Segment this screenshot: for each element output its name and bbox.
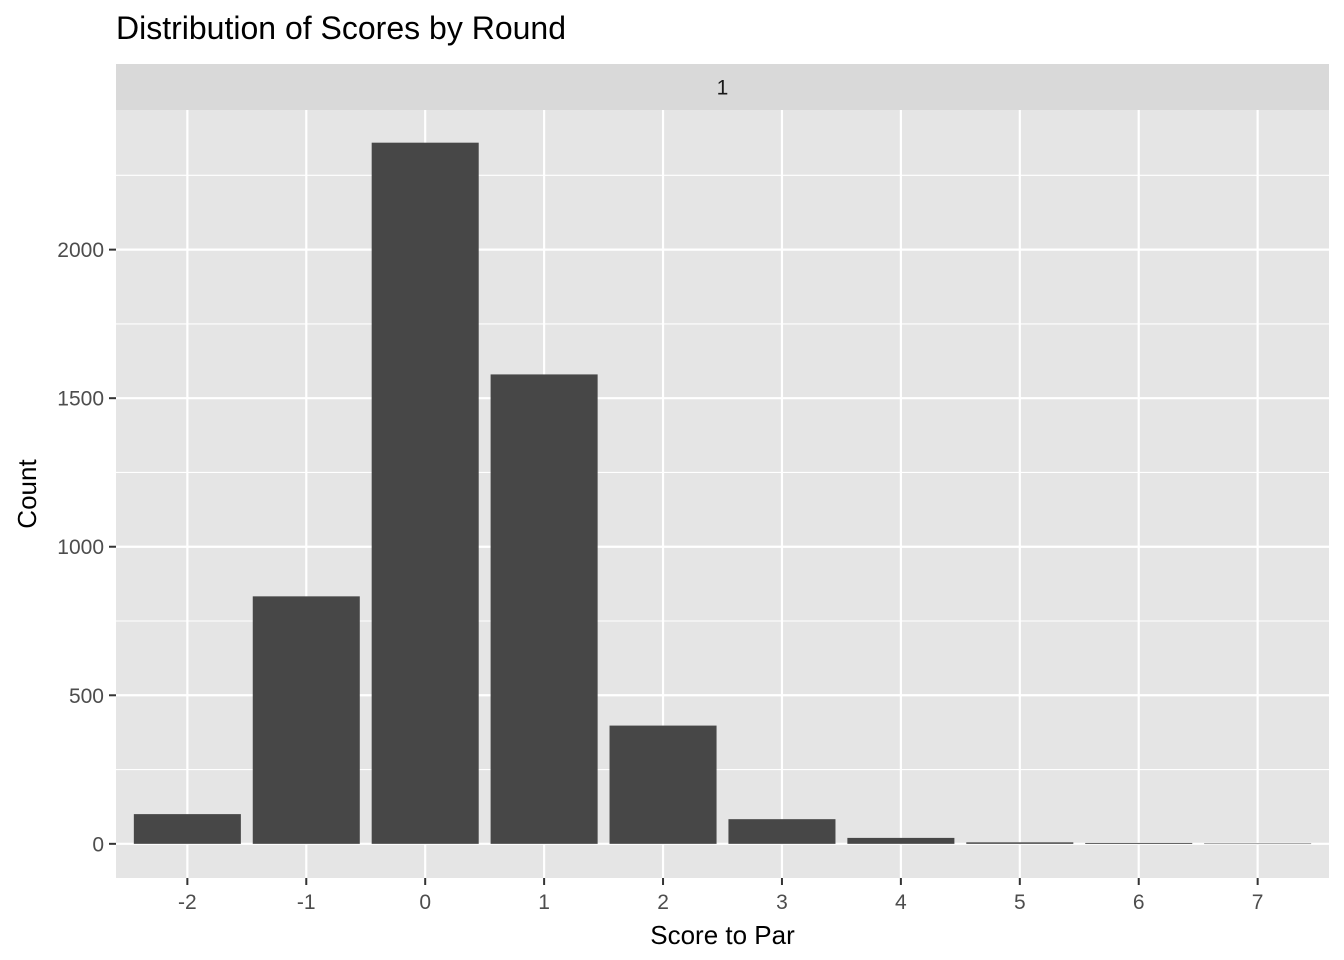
y-tick-label: 1500 (57, 388, 104, 411)
x-tick-label: 6 (1133, 891, 1145, 914)
x-tick-label: -2 (178, 891, 197, 914)
bar (133, 814, 241, 844)
x-axis-title: Score to Par (650, 920, 795, 950)
x-tick-label: 5 (1014, 891, 1026, 914)
x-axis: -2 -1 0 1 2 3 4 5 6 7 (178, 878, 1263, 914)
bar (252, 596, 360, 844)
x-tick-label: 1 (538, 891, 550, 914)
bars (133, 142, 1312, 845)
bar (490, 374, 598, 844)
y-axis-title: Count (12, 459, 42, 529)
y-axis: 0 500 1000 1500 2000 (57, 239, 116, 856)
x-tick-label: 7 (1252, 891, 1264, 914)
major-gridlines (116, 110, 1329, 878)
bar (1085, 842, 1193, 844)
y-tick-label: 1000 (57, 536, 104, 559)
y-tick-label: 2000 (57, 239, 104, 262)
y-tick-label: 500 (69, 685, 104, 708)
x-tick-label: -1 (297, 891, 316, 914)
x-tick-label: 4 (895, 891, 907, 914)
bar (1204, 843, 1312, 845)
bar (847, 837, 955, 844)
bar (371, 142, 479, 844)
bar (609, 725, 717, 844)
chart-title: Distribution of Scores by Round (116, 10, 566, 46)
x-tick-label: 2 (657, 891, 669, 914)
bar (966, 842, 1074, 844)
x-tick-label: 3 (776, 891, 788, 914)
bar (728, 819, 836, 844)
x-tick-label: 0 (419, 891, 431, 914)
facet-label: 1 (717, 77, 729, 100)
y-tick-label: 0 (92, 833, 104, 856)
facet-strip (116, 64, 1329, 110)
